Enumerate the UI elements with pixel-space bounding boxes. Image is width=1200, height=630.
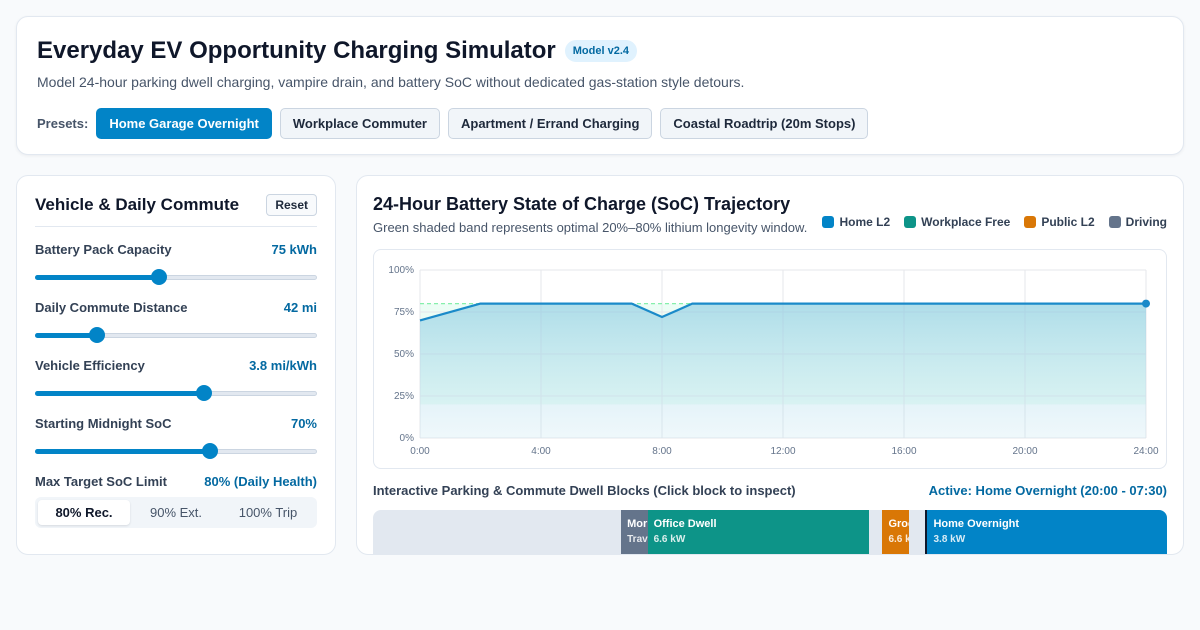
- dwell-block-power: Travel: [627, 534, 648, 545]
- y-tick-label: 75%: [394, 307, 414, 318]
- slider-thumb[interactable]: [196, 385, 213, 401]
- preset-apartment-button[interactable]: Apartment / Errand Charging: [448, 108, 653, 139]
- app-subtitle: Model 24-hour parking dwell charging, va…: [37, 74, 745, 90]
- soc-chart-svg: 100% 75% 50% 25% 0% 0:00 4:00 8:00 12:00 16:00 20:…: [388, 265, 1159, 457]
- commute-distance-value: 42 mi: [283, 300, 317, 315]
- y-tick-label: 0%: [400, 433, 415, 444]
- dwell-block-power: 6.6 kW: [888, 534, 908, 545]
- dwell-block-name: Office Dwell: [653, 518, 717, 530]
- x-tick-label: 4:00: [531, 446, 551, 457]
- preset-roadtrip-button[interactable]: Coastal Roadtrip (20m Stops): [660, 108, 869, 139]
- efficiency-value: 3.8 mi/kWh: [249, 358, 317, 373]
- battery-capacity-value: 75 kWh: [271, 242, 317, 257]
- target-soc-control: Max Target SoC Limit 80% (Daily Health) …: [35, 474, 317, 528]
- chart-title: 24-Hour Battery State of Charge (SoC) Tr…: [373, 194, 791, 214]
- active-block-label: Active: Home Overnight (20:00 - 07:30): [928, 483, 1167, 498]
- commute-distance-slider[interactable]: [35, 327, 317, 343]
- header-card: Everyday EV Opportunity Charging Simulat…: [16, 16, 1184, 155]
- dwell-block-name: Grocery: [888, 518, 909, 530]
- x-tick-label: 16:00: [891, 446, 916, 457]
- dwell-block[interactable]: Grocery 6.6 kW: [882, 510, 909, 554]
- slider-thumb[interactable]: [201, 443, 218, 459]
- legend-workplace-free: Workplace Free: [904, 208, 1010, 235]
- legend-public-l2: Public L2: [1024, 208, 1095, 235]
- target-100-button[interactable]: 100% Trip: [238, 505, 298, 520]
- vehicle-panel: Vehicle & Daily Commute Reset Battery Pa…: [16, 175, 336, 555]
- target-soc-segmented: 80% Rec. 90% Ext. 100% Trip: [35, 497, 317, 528]
- dwell-block-name: Home Overnight: [933, 518, 1020, 530]
- chart-panel: 24-Hour Battery State of Charge (SoC) Tr…: [356, 175, 1184, 555]
- x-tick-label: 20:00: [1012, 446, 1037, 457]
- efficiency-label: Vehicle Efficiency: [35, 358, 145, 373]
- commute-distance-control: Daily Commute Distance 42 mi: [35, 300, 317, 343]
- starting-soc-value: 70%: [290, 416, 317, 431]
- battery-capacity-slider[interactable]: [35, 269, 317, 285]
- dwell-block[interactable]: Morning Travel Travel: [621, 510, 648, 554]
- y-tick-label: 50%: [394, 349, 414, 360]
- presets-label: Presets:: [37, 116, 89, 131]
- starting-soc-control: Starting Midnight SoC 70%: [35, 416, 317, 459]
- dwell-block[interactable]: Home Overnight 3.8 kW: [925, 510, 1167, 554]
- efficiency-slider[interactable]: [35, 385, 317, 401]
- app-title: Everyday EV Opportunity Charging Simulat…: [37, 37, 556, 64]
- target-80-button[interactable]: 80% Rec.: [38, 500, 130, 525]
- starting-soc-slider[interactable]: [35, 443, 317, 459]
- target-90-button[interactable]: 90% Ext.: [149, 505, 203, 520]
- dwell-block-name: Morning Travel: [627, 518, 648, 530]
- y-tick-label: 100%: [388, 265, 414, 276]
- battery-capacity-control: Battery Pack Capacity 75 kWh: [35, 242, 317, 285]
- preset-row: Presets: Home Garage Overnight Workplace…: [37, 108, 1163, 139]
- model-badge: Model v2.4: [564, 40, 638, 62]
- y-tick-label: 25%: [394, 391, 414, 402]
- soc-point: [1142, 299, 1150, 308]
- preset-workplace-button[interactable]: Workplace Commuter: [279, 108, 440, 139]
- soc-area: [420, 303, 1146, 438]
- dwell-block[interactable]: Office Dwell 6.6 kW: [647, 510, 870, 554]
- soc-chart: 100% 75% 50% 25% 0% 0:00 4:00 8:00 12:00 16:00 20:…: [373, 249, 1167, 469]
- legend-home-l2: Home L2: [822, 208, 890, 235]
- chart-subtitle: Green shaded band represents optimal 20%…: [373, 220, 808, 235]
- x-tick-label: 8:00: [652, 446, 672, 457]
- target-soc-value: 80% (Daily Health): [204, 474, 317, 489]
- x-tick-label: 24:00: [1133, 446, 1158, 457]
- dwell-block-power: 3.8 kW: [933, 534, 966, 545]
- slider-thumb[interactable]: [151, 269, 168, 285]
- dwell-block-power: 6.6 kW: [653, 534, 686, 545]
- x-tick-label: 12:00: [770, 446, 795, 457]
- chart-legend: Home L2 Workplace Free Public L2 Driving: [822, 208, 1167, 235]
- efficiency-control: Vehicle Efficiency 3.8 mi/kWh: [35, 358, 317, 401]
- dwell-blocks-title: Interactive Parking & Commute Dwell Bloc…: [373, 483, 796, 498]
- target-soc-label: Max Target SoC Limit: [35, 474, 167, 489]
- starting-soc-label: Starting Midnight SoC: [35, 416, 172, 431]
- reset-button[interactable]: Reset: [266, 194, 317, 216]
- legend-driving: Driving: [1108, 208, 1167, 235]
- commute-distance-label: Daily Commute Distance: [35, 300, 188, 315]
- vehicle-panel-title: Vehicle & Daily Commute: [35, 195, 240, 214]
- slider-thumb[interactable]: [89, 327, 106, 343]
- x-tick-label: 0:00: [410, 446, 430, 457]
- battery-capacity-label: Battery Pack Capacity: [35, 242, 172, 257]
- preset-home-garage-button[interactable]: Home Garage Overnight: [96, 108, 272, 139]
